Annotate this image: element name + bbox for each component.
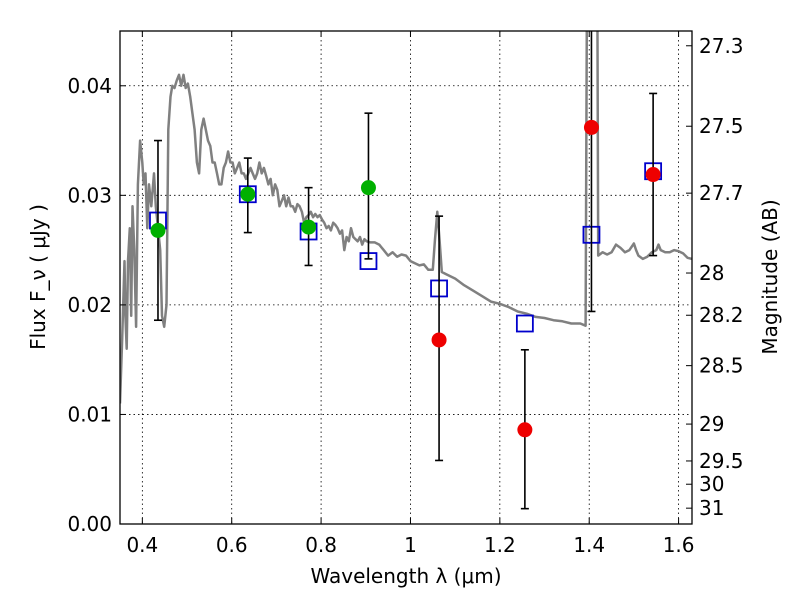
detected-flux-point (150, 222, 166, 238)
y2-tick-label: 29.5 (699, 449, 744, 473)
sed-model-line (120, 31, 692, 404)
data-layer (120, 31, 692, 510)
detected-flux-point (360, 180, 376, 196)
y-tick-label: 0.03 (67, 183, 112, 207)
y-tick-label: 0.04 (67, 74, 112, 98)
x-tick-label: 1.6 (663, 533, 695, 557)
measured-flux-point (645, 167, 661, 183)
y2-tick-label: 27.7 (699, 181, 744, 205)
measured-flux-point (583, 119, 599, 135)
y2-tick-label: 28.5 (699, 354, 744, 378)
y2-tick-label: 29 (699, 412, 724, 436)
x-axis-label: Wavelength λ (μm) (310, 564, 501, 588)
y2-tick-label: 28.2 (699, 303, 744, 327)
plot-background (120, 31, 692, 524)
measured-flux-point (517, 422, 533, 438)
x-tick-label: 1 (404, 533, 417, 557)
model-flux-square (515, 314, 534, 333)
x-tick-label: 1.2 (484, 533, 516, 557)
x-tick-label: 0.6 (216, 533, 248, 557)
y2-tick-label: 27.3 (699, 34, 744, 58)
y-axis-label: Flux F_ν ( μJy ) (26, 204, 50, 350)
data-group (120, 31, 692, 510)
y2-axis-label: Magnitude (AB) (758, 199, 782, 354)
x-tick-label: 0.8 (305, 533, 337, 557)
detected-flux-point (240, 186, 256, 202)
detected-flux-point (301, 219, 317, 235)
y2-tick-label: 30 (699, 472, 724, 496)
y-tick-label: 0.00 (67, 512, 112, 536)
plot-frame (119, 30, 693, 525)
y-tick-label: 0.01 (67, 402, 112, 426)
y2-tick-label: 27.5 (699, 114, 744, 138)
ticks: 0.4 0.6 0.8 1 1.2 1.4 1.6 0.00 0.01 0.02 0.03 0.04 2… (67, 31, 744, 557)
x-tick-label: 1.4 (573, 533, 605, 557)
grid-lines (120, 31, 692, 525)
x-tick-label: 0.4 (126, 533, 158, 557)
y-tick-label: 0.02 (67, 293, 112, 317)
y2-tick-label: 31 (699, 496, 724, 520)
measured-flux-point (431, 332, 447, 348)
y2-tick-label: 28 (699, 261, 724, 285)
